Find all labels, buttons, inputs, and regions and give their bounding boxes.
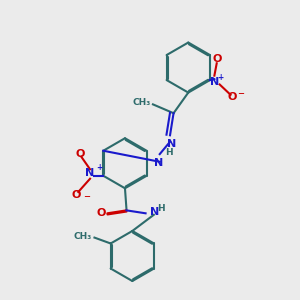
Text: N: N bbox=[85, 168, 94, 178]
Text: CH₃: CH₃ bbox=[132, 98, 151, 107]
Text: N: N bbox=[210, 76, 219, 86]
Text: N: N bbox=[154, 158, 163, 168]
Text: +: + bbox=[218, 73, 224, 82]
Text: O: O bbox=[228, 92, 237, 102]
Text: N: N bbox=[167, 139, 176, 149]
Text: CH₃: CH₃ bbox=[73, 232, 92, 241]
Text: O: O bbox=[71, 190, 81, 200]
Text: O: O bbox=[97, 208, 106, 218]
Text: −: − bbox=[237, 89, 244, 98]
Text: H: H bbox=[165, 148, 173, 158]
Text: N: N bbox=[150, 207, 159, 217]
Text: O: O bbox=[75, 149, 84, 159]
Text: −: − bbox=[83, 192, 90, 201]
Text: O: O bbox=[213, 55, 222, 64]
Text: +: + bbox=[97, 163, 103, 172]
Text: H: H bbox=[157, 203, 165, 212]
